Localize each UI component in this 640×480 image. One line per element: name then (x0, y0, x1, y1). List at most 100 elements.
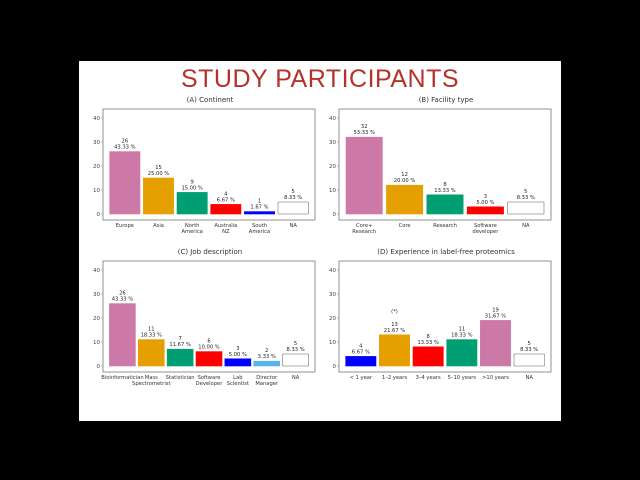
y-tick-label: 30 (93, 292, 100, 298)
slide-title: STUDY PARTICIPANTS (180, 65, 460, 93)
category-label: America (181, 229, 202, 235)
y-tick-label: 40 (93, 116, 100, 122)
bar-value-label: 5 (292, 189, 295, 195)
y-tick-label: 0 (97, 364, 101, 370)
bar-percent-label: 1.67 % (250, 205, 268, 211)
category-label: South (252, 223, 267, 229)
bar-percent-label: 31.67 % (485, 313, 506, 319)
bar-value-label: 8 (427, 334, 430, 340)
bar-percent-label: 13.33 % (417, 340, 438, 346)
chart-annotation: (*) (391, 309, 398, 315)
bar-value-label: 13 (391, 322, 398, 328)
chart-title: (B) Facility type (419, 96, 474, 104)
y-tick-label: 20 (93, 164, 100, 170)
bar-percent-label: 5.00 % (476, 200, 494, 206)
category-label: 1–2 years (382, 375, 407, 381)
y-tick-label: 30 (93, 140, 100, 146)
bar (446, 339, 478, 367)
bar (224, 358, 252, 367)
bar-value-label: 8 (443, 182, 446, 188)
category-label: >10 years (482, 375, 509, 381)
chart-title: (D) Experience in label-free proteomics (377, 248, 515, 256)
category-label: America (249, 229, 270, 235)
bar-percent-label: 20.00 % (394, 178, 415, 184)
plot-frame (338, 108, 552, 221)
category-label: Software (198, 375, 221, 381)
category-label: NA (289, 223, 297, 229)
bar-value-label: 3 (236, 346, 239, 352)
bar-value-label: 11 (148, 327, 155, 333)
bar-percent-label: 6.67 % (217, 197, 235, 203)
bar (466, 206, 504, 215)
bar-percent-label: 8.33 % (517, 195, 535, 201)
bar (345, 136, 383, 215)
bar-value-label: 4 (224, 191, 228, 197)
category-label: Asia (153, 223, 164, 229)
category-label: Statistician (166, 375, 195, 381)
category-label: NA (525, 375, 533, 381)
category-label: 3–4 years (416, 375, 441, 381)
bar (379, 334, 410, 367)
category-label: North (185, 223, 200, 229)
bar-percent-label: 8.33 % (520, 347, 538, 353)
bar-percent-label: 5.00 % (229, 352, 247, 358)
category-label: Developer (196, 381, 224, 387)
category-label: NA (522, 223, 530, 229)
bar-percent-label: 18.33 % (451, 333, 472, 339)
bar-percent-label: 21.67 % (384, 328, 405, 334)
category-label: < 1 year (350, 375, 373, 381)
y-tick-label: 40 (93, 268, 100, 274)
bar (210, 204, 242, 215)
y-tick-label: 30 (329, 140, 336, 146)
category-label: Bioinformatician (101, 375, 143, 381)
bar (109, 151, 141, 215)
bar (277, 201, 309, 215)
plot-frame (102, 260, 316, 373)
bar (253, 360, 281, 367)
category-label: Core (399, 223, 411, 229)
bar (176, 192, 208, 215)
chart-experience-svg: (D) Experience in label-free proteomics 0… (329, 248, 552, 381)
chart-title: (A) Continent (187, 96, 234, 104)
plot-frame (102, 108, 316, 221)
bar-value-label: 26 (122, 139, 129, 145)
y-tick-label: 0 (333, 364, 337, 370)
category-label: Scientist (227, 381, 249, 387)
plot-frame (338, 260, 552, 373)
category-label: Manager (255, 381, 279, 387)
category-label: Core+ (356, 223, 372, 229)
y-tick-label: 10 (93, 340, 100, 346)
bar (137, 339, 165, 367)
category-label: Lab (233, 375, 243, 381)
category-label: 5–10 years (448, 375, 477, 381)
bar-value-label: 12 (401, 172, 408, 178)
y-tick-label: 30 (329, 292, 336, 298)
category-label: NA (292, 375, 300, 381)
y-tick-label: 20 (93, 316, 100, 322)
bar (345, 356, 377, 367)
category-label: Europe (116, 223, 134, 229)
bar-value-label: 5 (294, 341, 297, 347)
bar-percent-label: 10.00 % (198, 345, 219, 351)
chart-facility-type: (B) Facility type 0 10 20 30 40 32 53.33 % Core+… (323, 93, 553, 235)
bar (244, 211, 275, 215)
bar-percent-label: 8.33 % (284, 195, 302, 201)
y-tick-label: 40 (329, 268, 336, 274)
bar-value-label: 7 (178, 336, 181, 342)
chart-job-description: (C) Job description 0 10 20 30 40 26 43.33 % Bio… (87, 245, 317, 387)
category-label: Research (352, 229, 376, 235)
bar-percent-label: 53.33 % (353, 130, 374, 136)
bar-value-label: 3 (484, 194, 487, 200)
bar-percent-label: 3.33 % (258, 354, 276, 360)
bar (426, 194, 464, 215)
y-tick-label: 10 (93, 188, 100, 194)
bar-percent-label: 25.00 % (148, 171, 169, 177)
category-label: developer (472, 229, 499, 235)
bar-percent-label: 8.33 % (287, 347, 305, 353)
y-tick-label: 20 (329, 316, 336, 322)
bar (513, 353, 545, 367)
bar (109, 303, 136, 367)
y-tick-label: 0 (97, 212, 101, 218)
